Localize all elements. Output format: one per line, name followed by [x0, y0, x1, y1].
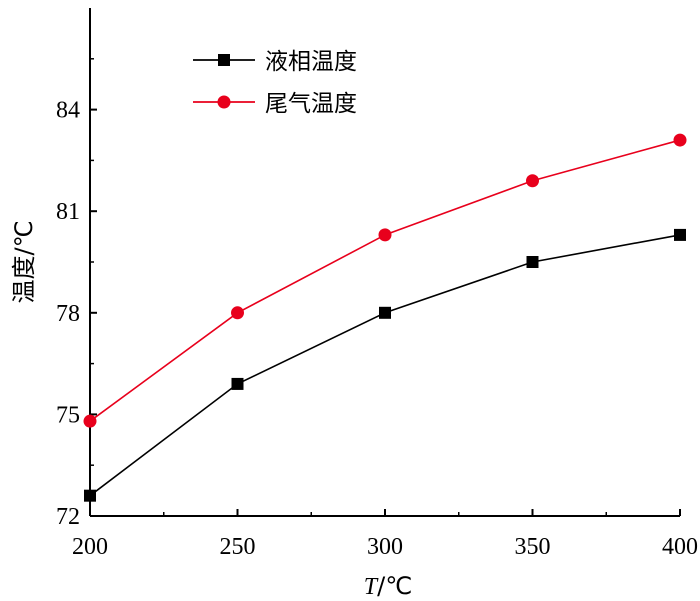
series-line — [89, 139, 681, 422]
data-point — [379, 306, 391, 319]
legend-marker — [217, 95, 231, 109]
y-ticks: 72 75 78 81 84 — [56, 58, 97, 530]
data-point — [231, 377, 244, 390]
data-point — [526, 174, 539, 188]
y-tick-label: 81 — [56, 199, 80, 225]
x-tick-label: 400 — [662, 534, 698, 560]
legend-item: 液相温度 — [193, 49, 357, 75]
series-line — [89, 234, 681, 497]
x-ticks: 200 250 300 350 400 — [72, 509, 698, 560]
data-point — [673, 133, 687, 147]
data-point — [84, 489, 96, 502]
data-point — [83, 414, 97, 428]
data-point — [674, 228, 686, 241]
legend-marker — [218, 54, 230, 66]
legend-label: 液相温度 — [265, 49, 357, 75]
data-point — [378, 228, 392, 242]
y-tick-label: 72 — [56, 504, 80, 530]
legend-item: 尾气温度 — [193, 91, 357, 117]
x-tick-label: 350 — [515, 534, 551, 560]
x-axis-title-unit: /℃ — [377, 572, 412, 600]
x-axis-title-symbol: T — [364, 574, 379, 600]
legend-label: 尾气温度 — [265, 91, 357, 117]
x-axis-title: T/℃ — [364, 572, 412, 600]
axes: 200 250 300 350 400 72 75 78 81 84 — [56, 8, 698, 560]
y-tick-label: 84 — [56, 98, 80, 124]
series-layer — [83, 133, 687, 502]
y-tick-label: 78 — [56, 301, 80, 327]
x-tick-label: 200 — [72, 534, 108, 560]
x-tick-label: 300 — [367, 534, 403, 560]
series-2 — [83, 133, 687, 428]
series-1 — [84, 228, 686, 502]
data-point — [526, 256, 539, 268]
y-axis-title: 温度/℃ — [10, 220, 38, 303]
x-tick-label: 250 — [220, 534, 256, 560]
y-tick-label: 75 — [56, 402, 80, 428]
data-point — [231, 306, 244, 320]
